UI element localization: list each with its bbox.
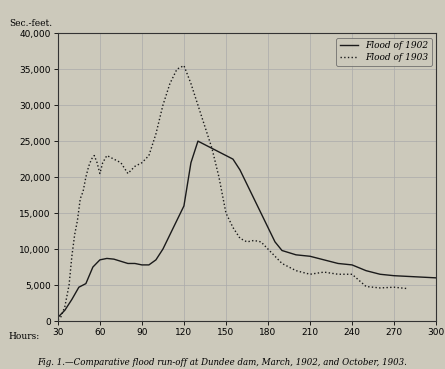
Flood of 1902 bbox=[111, 257, 117, 261]
Flood of 1902 bbox=[364, 269, 369, 273]
Flood of 1902 bbox=[377, 272, 383, 276]
Legend: Flood of 1902, Flood of 1903: Flood of 1902, Flood of 1903 bbox=[336, 38, 432, 66]
Flood of 1903 bbox=[160, 103, 166, 107]
Flood of 1902 bbox=[153, 258, 158, 262]
Flood of 1902 bbox=[90, 265, 96, 269]
Flood of 1902 bbox=[293, 253, 299, 257]
Text: Sec.-feet.: Sec.-feet. bbox=[9, 19, 52, 28]
Flood of 1902 bbox=[69, 297, 74, 302]
Flood of 1903 bbox=[405, 286, 411, 291]
Flood of 1902 bbox=[286, 251, 291, 255]
Flood of 1902 bbox=[392, 273, 397, 278]
Flood of 1902 bbox=[251, 196, 257, 201]
Flood of 1902 bbox=[55, 315, 61, 320]
Flood of 1902 bbox=[216, 150, 222, 154]
Line: Flood of 1902: Flood of 1902 bbox=[58, 141, 436, 317]
Flood of 1903 bbox=[231, 225, 236, 230]
Flood of 1902 bbox=[76, 285, 81, 289]
Flood of 1902 bbox=[125, 261, 130, 266]
Flood of 1902 bbox=[104, 256, 109, 261]
Flood of 1902 bbox=[160, 247, 166, 251]
Flood of 1903 bbox=[216, 175, 222, 179]
Flood of 1902 bbox=[321, 258, 327, 262]
Flood of 1902 bbox=[146, 263, 152, 267]
Text: Hours:: Hours: bbox=[9, 332, 40, 341]
Flood of 1902 bbox=[237, 168, 243, 172]
Flood of 1902 bbox=[97, 258, 102, 262]
Flood of 1902 bbox=[181, 204, 186, 208]
Flood of 1902 bbox=[223, 154, 229, 158]
Flood of 1902 bbox=[258, 211, 263, 215]
Flood of 1902 bbox=[272, 240, 278, 244]
Flood of 1902 bbox=[188, 161, 194, 165]
Flood of 1902 bbox=[118, 259, 124, 263]
Flood of 1902 bbox=[244, 182, 250, 186]
Flood of 1903 bbox=[118, 161, 124, 165]
Flood of 1902 bbox=[83, 282, 89, 286]
Flood of 1903 bbox=[69, 254, 74, 258]
Flood of 1902 bbox=[202, 142, 208, 147]
Flood of 1902 bbox=[62, 308, 68, 313]
Text: Fig. 1.—Comparative flood run-off at Dundee dam, March, 1902, and October, 1903.: Fig. 1.—Comparative flood run-off at Dun… bbox=[37, 358, 408, 367]
Flood of 1902 bbox=[209, 146, 214, 151]
Flood of 1903 bbox=[181, 63, 186, 68]
Flood of 1902 bbox=[279, 248, 285, 253]
Flood of 1902 bbox=[349, 263, 355, 267]
Flood of 1903 bbox=[364, 284, 369, 289]
Flood of 1902 bbox=[420, 275, 425, 279]
Flood of 1902 bbox=[167, 232, 173, 237]
Flood of 1902 bbox=[195, 139, 201, 143]
Flood of 1902 bbox=[433, 276, 439, 280]
Flood of 1902 bbox=[174, 218, 180, 223]
Flood of 1902 bbox=[336, 261, 341, 266]
Flood of 1902 bbox=[405, 274, 411, 279]
Flood of 1902 bbox=[265, 225, 271, 230]
Flood of 1902 bbox=[231, 157, 236, 161]
Line: Flood of 1903: Flood of 1903 bbox=[58, 66, 408, 320]
Flood of 1902 bbox=[132, 261, 138, 266]
Flood of 1903 bbox=[55, 317, 61, 322]
Flood of 1902 bbox=[307, 254, 313, 258]
Flood of 1902 bbox=[139, 263, 145, 267]
